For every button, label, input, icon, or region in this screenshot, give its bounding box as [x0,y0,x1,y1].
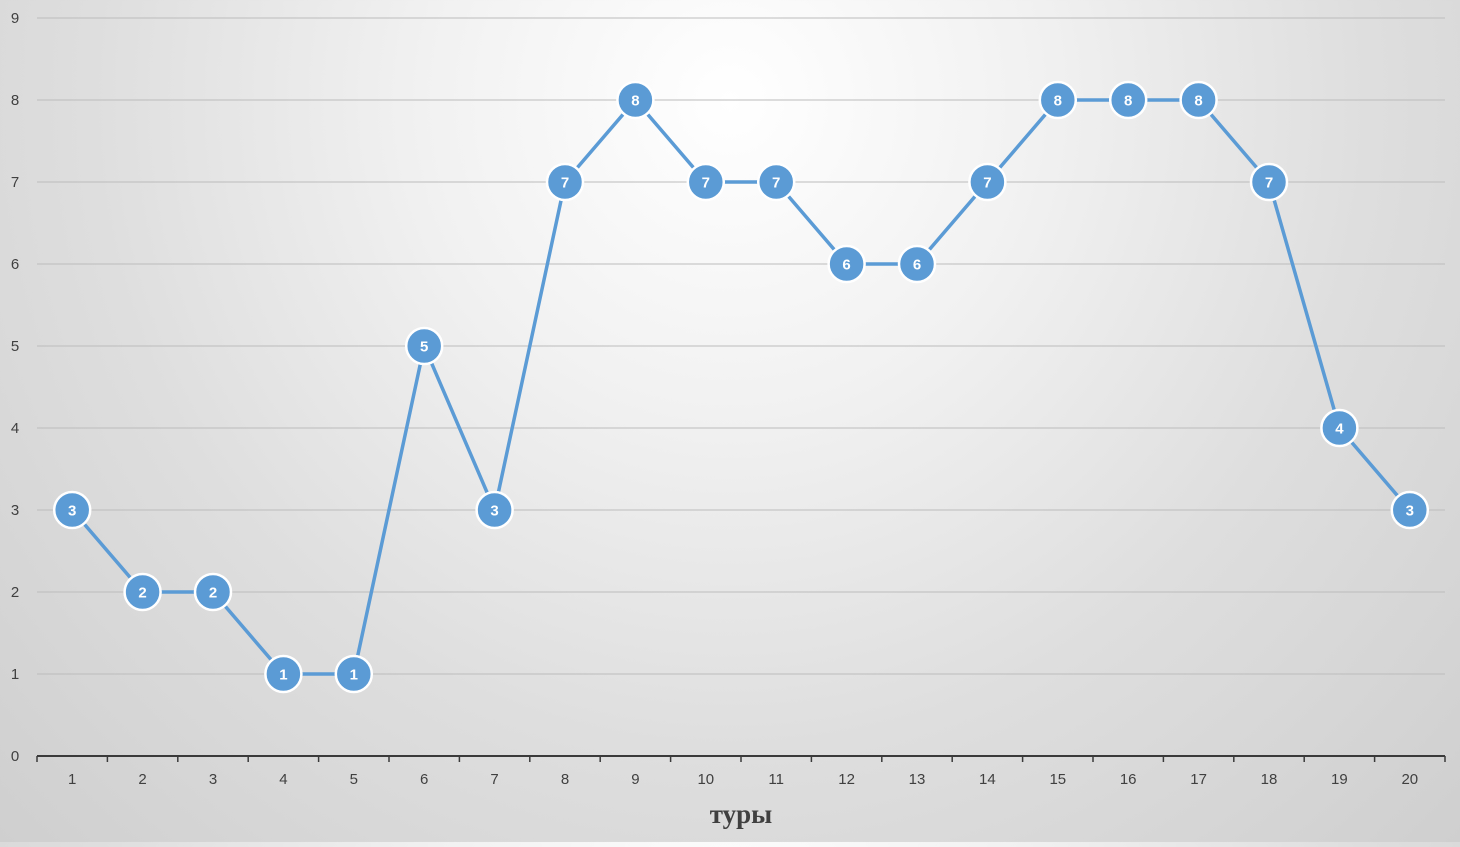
data-label: 6 [913,257,921,274]
x-tick-label: 12 [838,771,855,788]
data-point [1108,80,1148,120]
y-tick-label: 3 [11,502,19,519]
data-label: 6 [842,257,850,274]
data-label: 7 [561,175,569,192]
x-tick-label: 10 [697,771,714,788]
y-tick-label: 4 [11,420,19,437]
data-label: 2 [138,585,146,602]
data-label: 3 [1406,503,1414,520]
data-label: 7 [702,175,710,192]
x-tick-label: 9 [631,771,639,788]
data-point [1320,408,1359,448]
data-point [827,244,866,284]
data-point [968,162,1007,202]
y-tick-label: 5 [11,338,19,355]
data-label: 7 [983,175,991,192]
x-tick-label: 2 [138,771,146,788]
data-label: 3 [68,503,76,520]
x-tick-label: 19 [1331,771,1348,788]
data-point [897,244,937,284]
data-label: 1 [350,667,358,684]
y-tick-label: 0 [11,748,19,765]
data-point [1179,80,1218,120]
data-label: 8 [1124,93,1132,110]
x-tick-label: 4 [279,771,287,788]
y-tick-label: 6 [11,256,19,273]
data-point [1249,162,1289,202]
data-label: 1 [279,667,287,684]
series-line [70,98,1412,676]
x-tick-label: 13 [909,771,926,788]
data-point [334,654,374,694]
y-tick-label: 7 [11,174,19,191]
x-tick-label: 1 [68,771,76,788]
data-label: 7 [772,175,780,192]
y-tick-label: 2 [11,584,19,601]
x-tick-label: 16 [1120,771,1137,788]
data-label: 3 [490,503,498,520]
data-point [193,572,233,612]
x-tick-label: 17 [1190,771,1207,788]
data-points: 3 2 2 1 1 5 3 7 8 7 7 6 6 7 8 8 8 7 4 3 [52,80,1430,694]
x-tick-label: 11 [768,771,784,788]
data-point [616,80,655,120]
x-tick-label: 3 [209,771,217,788]
data-label: 8 [1054,93,1062,110]
data-point [123,572,162,612]
data-label: 5 [420,339,428,356]
data-point [545,162,585,202]
x-tick-label: 20 [1401,771,1418,788]
data-point [686,162,726,202]
x-tick-label: 6 [420,771,428,788]
y-tick-label: 9 [11,10,19,27]
x-tick-label: 5 [350,771,358,788]
data-label: 2 [209,585,217,602]
x-tick-label: 7 [490,771,498,788]
data-point [1038,80,1078,120]
data-label: 8 [631,93,639,110]
y-tick-label: 1 [11,666,19,683]
data-point [756,162,796,202]
gridlines [37,17,1445,675]
x-tick-label: 18 [1261,771,1278,788]
data-point [52,490,92,530]
x-axis-title: туры [710,799,773,829]
x-tick-label: 8 [561,771,569,788]
series-line-group [70,98,1412,676]
data-point [1390,490,1430,530]
y-axis: 0 1 2 3 4 5 6 7 8 9 [11,10,19,765]
data-label: 4 [1335,421,1344,438]
data-point [404,326,444,366]
y-tick-label: 8 [11,92,19,109]
data-point [264,654,303,694]
x-tick-label: 15 [1049,771,1066,788]
x-tick-label: 14 [979,771,996,788]
data-label: 8 [1194,93,1202,110]
x-axis: 1 2 3 4 5 6 7 8 9 10 11 12 13 14 15 16 17 18 19 20 [36,755,1446,788]
data-label: 7 [1265,175,1273,192]
data-point [475,490,514,530]
